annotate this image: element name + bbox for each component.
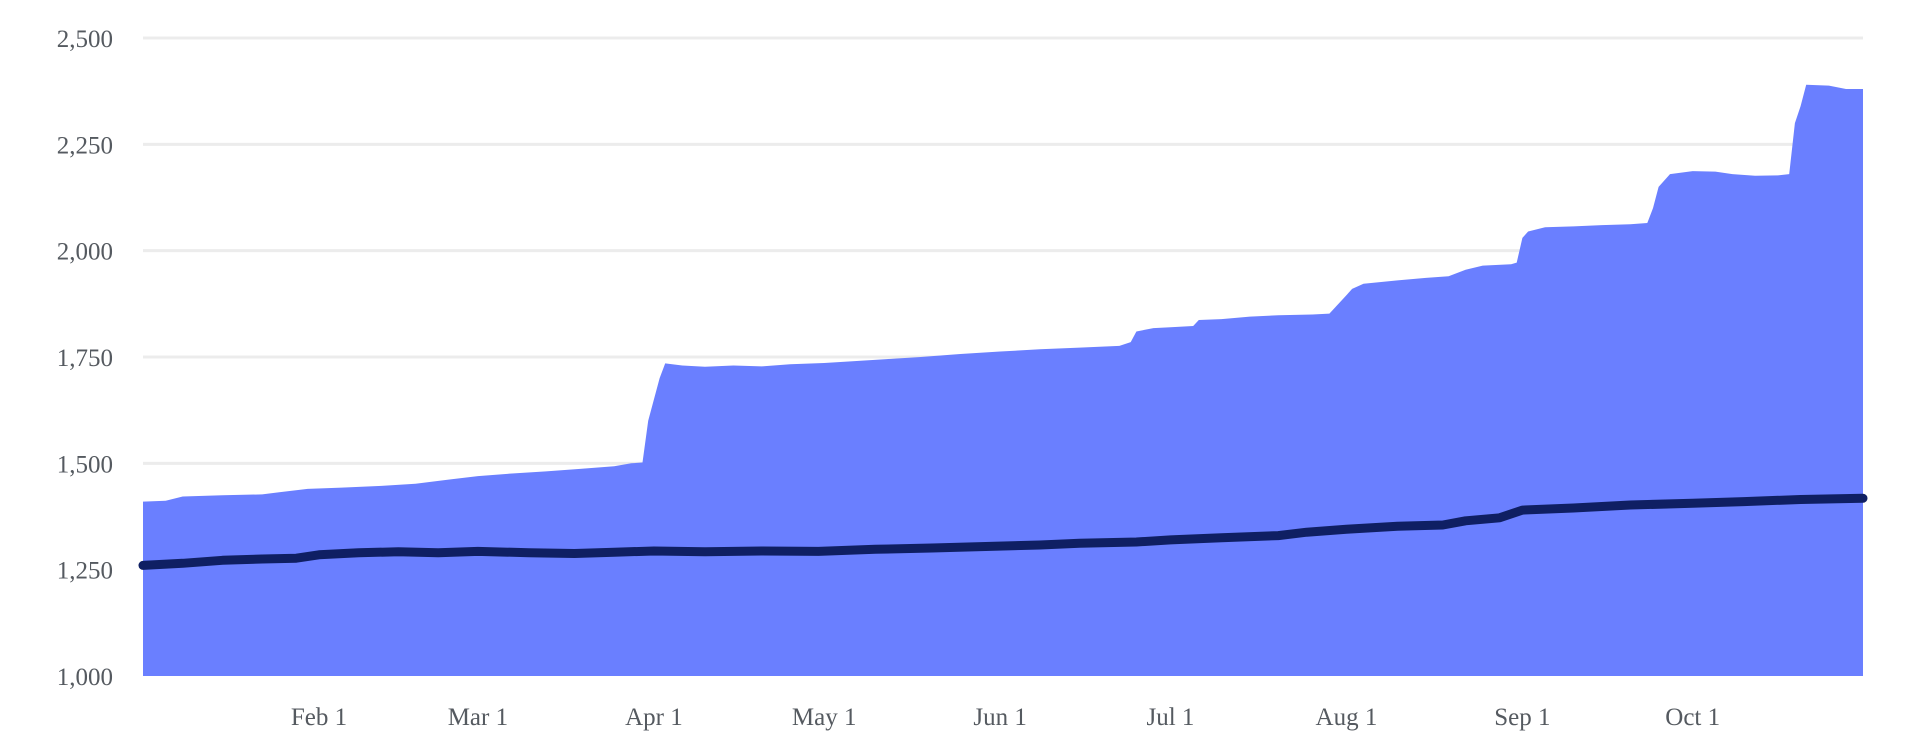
x-tick-label: Apr 1 xyxy=(625,704,683,731)
y-tick-label: 2,000 xyxy=(57,239,113,266)
area-series xyxy=(143,84,1863,677)
y-tick-label: 2,250 xyxy=(57,132,113,159)
x-tick-label: Jul 1 xyxy=(1146,704,1194,731)
y-tick-label: 2,500 xyxy=(57,26,113,53)
y-tick-label: 1,500 xyxy=(57,451,113,478)
y-tick-label: 1,000 xyxy=(57,664,113,691)
line-series xyxy=(138,493,1868,570)
y-axis-tick-labels: 1,000 1,250 1,500 1,750 2,000 2,250 2,500 xyxy=(57,26,113,691)
x-tick-label: Oct 1 xyxy=(1665,704,1720,731)
x-axis-tick-labels: Feb 1 Mar 1 Apr 1 May 1 Jun 1 Jul 1 Aug 1 Sep 1… xyxy=(291,704,1720,731)
x-tick-label: May 1 xyxy=(792,704,857,731)
x-tick-label: Sep 1 xyxy=(1494,704,1550,731)
y-tick-label: 1,250 xyxy=(57,558,113,585)
x-tick-label: Feb 1 xyxy=(291,704,347,731)
y-tick-label: 1,750 xyxy=(57,345,113,372)
x-tick-label: Aug 1 xyxy=(1316,704,1378,731)
chart-series xyxy=(138,84,1868,677)
x-tick-label: Jun 1 xyxy=(973,704,1026,731)
x-tick-label: Mar 1 xyxy=(448,704,508,731)
